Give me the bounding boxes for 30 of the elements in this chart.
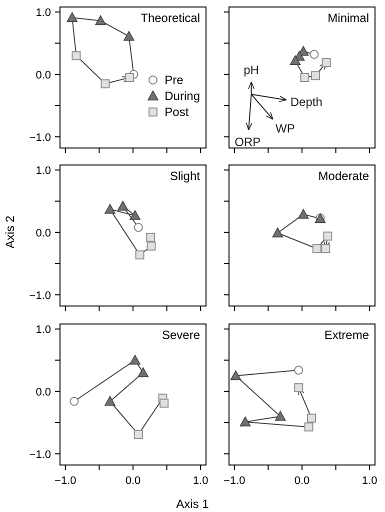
x-tick-label: 1.0 [362, 475, 378, 487]
y-tick-label: 0.0 [36, 69, 51, 82]
chart-title: Slight [170, 169, 200, 183]
legend-label: Post [164, 105, 189, 119]
x-tick-label: 0.0 [294, 475, 310, 487]
legend-label: Pre [164, 73, 184, 87]
chart-title: Minimal [328, 11, 369, 25]
y-tick-label: 1.0 [36, 6, 51, 19]
series-label: ORP [234, 134, 261, 149]
chart-title: Severe [162, 328, 200, 342]
y-tick-label: 0.0 [36, 386, 51, 398]
legend-label: During [164, 89, 200, 103]
y-tick-label: −1.0 [29, 132, 51, 144]
x-tick-label: 0.0 [125, 475, 141, 487]
x-tick-label: −1.0 [54, 475, 76, 487]
chart-title: Extreme [324, 328, 369, 342]
x-axis-title: Axis 1 [175, 497, 210, 511]
series-label: pH [244, 62, 259, 77]
y-tick-label: 1.0 [36, 164, 51, 177]
y-tick-label: −1.0 [29, 448, 51, 461]
x-tick-label: 1.0 [192, 475, 208, 487]
y-axis-title: Axis 2 [3, 215, 17, 248]
x-tick-label: −1.0 [224, 475, 246, 487]
y-tick-label: −1.0 [29, 290, 51, 302]
series-label: Depth [290, 94, 322, 109]
y-tick-label: 1.0 [36, 324, 51, 336]
series-label: WP [276, 121, 295, 136]
y-tick-label: 0.0 [36, 227, 51, 240]
chart-title: Moderate [318, 169, 369, 183]
chart-title: Theoretical [140, 11, 200, 25]
